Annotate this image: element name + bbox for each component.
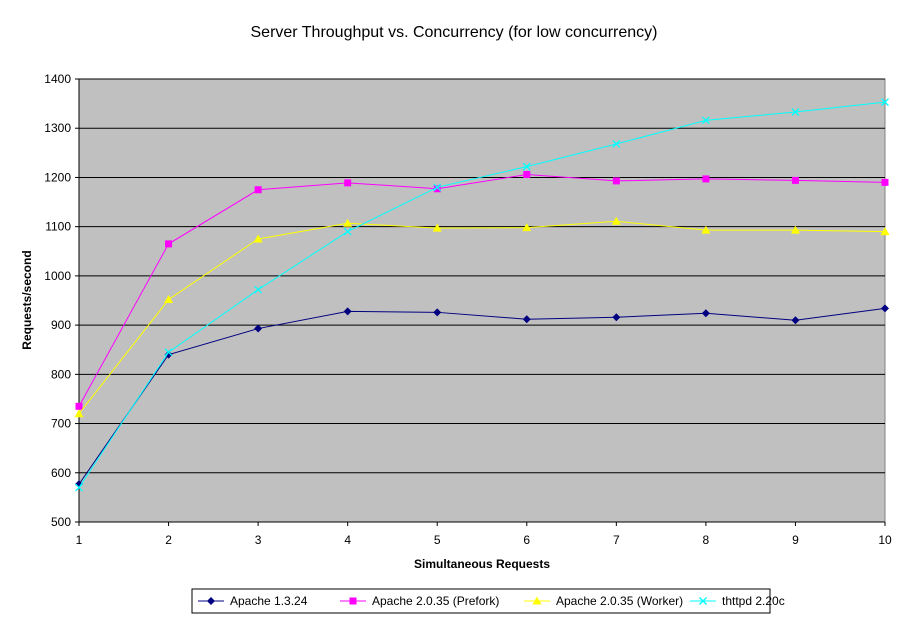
chart-title: Server Throughput vs. Concurrency (for l… (251, 24, 658, 41)
x-tick-label: 9 (792, 533, 799, 547)
series-3-point (522, 162, 531, 171)
legend: Apache 1.3.24 Apache 2.0.35 (Prefork) Apac… (191, 588, 785, 614)
x-marker-stroke (612, 140, 621, 148)
series-1-point (881, 178, 889, 186)
y-tick-label: 700 (51, 417, 71, 431)
series-0-line (78, 307, 886, 485)
series-2-point (343, 218, 353, 227)
series-0-point (612, 313, 621, 322)
series-3-point (75, 483, 83, 492)
series-0-point (433, 308, 442, 317)
series-2-point (74, 409, 84, 418)
x-tick-label: 4 (344, 533, 351, 547)
x-marker-stroke (791, 108, 800, 116)
series-2-point (164, 295, 174, 304)
series-0-point (881, 304, 889, 313)
y-tick-label: 800 (51, 367, 71, 381)
y-tick-label: 1400 (44, 72, 71, 86)
series-1-point (612, 177, 620, 185)
series-1-point (165, 240, 173, 248)
series-2-line (78, 220, 886, 415)
series-2-point (253, 234, 263, 243)
series-2-point (611, 216, 621, 225)
y-tick-label: 1100 (45, 220, 71, 234)
x-marker-stroke (254, 285, 263, 294)
series-2-point (880, 227, 890, 236)
x-tick-label: 6 (523, 533, 530, 547)
series-2-point (522, 223, 532, 232)
x-axis-title: Simultaneous Requests (414, 557, 550, 571)
series-1-point (433, 185, 441, 193)
series-3-line (78, 101, 886, 488)
series-1-point (254, 186, 262, 194)
x-marker-stroke (522, 162, 531, 171)
x-marker-stroke (433, 183, 442, 192)
legend-swatch-marker (699, 597, 707, 605)
legend-swatch-marker (207, 597, 215, 605)
x-marker-stroke (343, 227, 352, 236)
series-0-point (343, 307, 352, 316)
series-3-point (881, 98, 889, 107)
x-tick-label: 10 (878, 533, 892, 547)
series-0-point (791, 316, 800, 325)
y-axis-title: Requests/second (20, 250, 34, 349)
series-3-point (254, 285, 263, 294)
legend-box (191, 588, 771, 614)
series-1-line (78, 173, 886, 407)
series-1-point (702, 175, 710, 183)
series-0-point (164, 350, 173, 359)
series-2-point (790, 225, 800, 234)
y-tick-label: 1200 (44, 170, 71, 184)
x-tick-label: 2 (165, 533, 172, 547)
legend-label: Apache 2.0.35 (Prefork) (372, 594, 499, 608)
series-3-point (433, 183, 442, 192)
legend-swatch-marker (349, 597, 357, 605)
x-tick-label: 1 (76, 533, 83, 547)
x-tick-label: 5 (434, 533, 441, 547)
x-marker-stroke (701, 116, 710, 125)
legend-label: Apache 2.0.35 (Worker) (556, 594, 683, 608)
legend-label: thttpd 2.20c (722, 594, 785, 608)
x-marker-stroke (881, 98, 889, 107)
y-tick-label: 900 (51, 318, 71, 332)
x-marker-stroke (164, 348, 173, 357)
x-tick-label: 8 (703, 533, 710, 547)
x-tick-label: 7 (613, 533, 620, 547)
series-3-point (791, 108, 800, 116)
series-1-point (791, 176, 799, 184)
legend-label: Apache 1.3.24 (230, 594, 308, 608)
y-tick-label: 500 (51, 515, 71, 529)
x-tick-label: 3 (255, 533, 262, 547)
x-marker-stroke (699, 597, 707, 605)
series-2-point (432, 223, 442, 232)
y-tick-label: 600 (51, 466, 71, 480)
series-1-point (75, 402, 83, 410)
series-0-point (522, 315, 531, 324)
legend-swatch-marker (532, 596, 542, 605)
series-0-point (254, 324, 263, 333)
series-2-point (701, 225, 711, 234)
y-tick-label: 1300 (44, 121, 71, 135)
series-3-point (164, 348, 173, 357)
plot-area: 500 600 700 800 900 1000 1100 1200 1300 1400 1 2 3 4 5… (44, 72, 892, 547)
series-3-point (701, 116, 710, 125)
x-marker-stroke (75, 483, 83, 492)
series-1-point (523, 170, 531, 178)
series-0-point (701, 309, 710, 318)
y-tick-label: 1000 (44, 269, 71, 283)
series-1-point (344, 179, 352, 187)
series-3-point (612, 140, 621, 148)
series-3-point (343, 227, 352, 236)
plot-background (78, 78, 886, 523)
